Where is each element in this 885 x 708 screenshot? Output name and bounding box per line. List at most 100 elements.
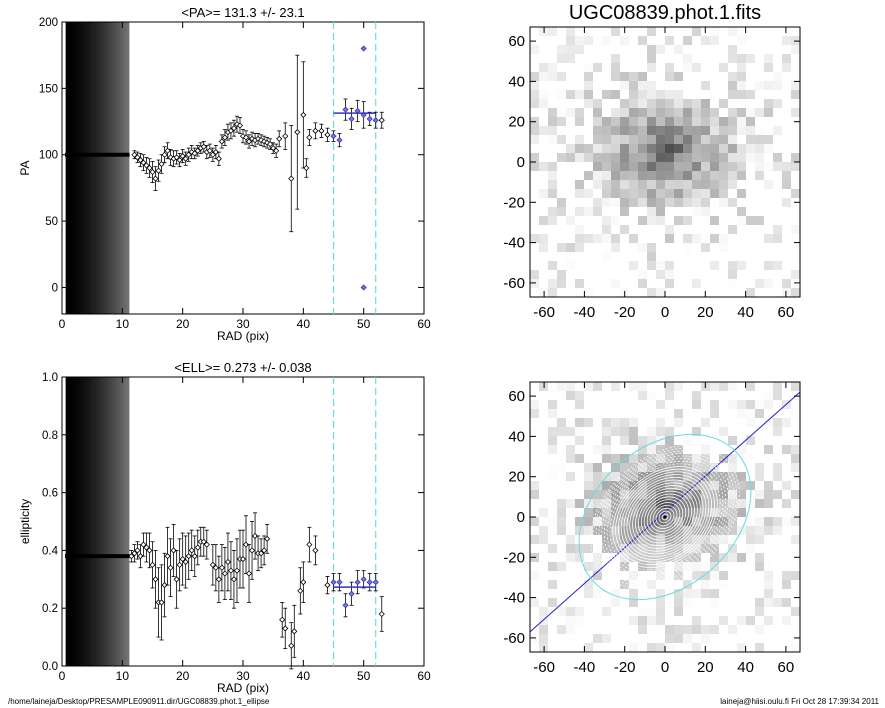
galaxy-ellipse-fit-panel: -60 -60 -40 -40 -20 -20 0 0 20 20 40 40 60 60 bbox=[503, 381, 801, 676]
img2-isophote-ellipse bbox=[609, 463, 721, 571]
ell-x-tick-label: 40 bbox=[297, 669, 311, 683]
img1-y-tick-label: 0 bbox=[517, 154, 525, 171]
img1-y-tick-label: 20 bbox=[508, 114, 525, 131]
img2-x-tick-label: 40 bbox=[737, 659, 754, 676]
img2-x-tick-label: -40 bbox=[574, 659, 596, 676]
pa-data-point bbox=[149, 168, 156, 176]
img2-isophote-ellipse bbox=[661, 513, 669, 521]
pa-data-point bbox=[288, 175, 295, 182]
img1-y-tick-label: -20 bbox=[503, 194, 525, 211]
pa-data-point bbox=[300, 111, 307, 118]
ell-y-tick-label: 0.8 bbox=[42, 430, 58, 442]
img1-x-tick-label: 0 bbox=[661, 304, 669, 321]
pa-data-point bbox=[236, 122, 244, 129]
footer-user-timestamp: laineja@hiisi.oulu.fi Fri Oct 28 17:39:3… bbox=[720, 697, 879, 706]
pa-data-point bbox=[161, 151, 168, 158]
ell-data-point bbox=[342, 602, 349, 609]
ell-data-point bbox=[161, 582, 168, 589]
ell-data-point bbox=[131, 550, 138, 557]
pa-x-tick-label: 30 bbox=[236, 317, 250, 331]
pa-data-point bbox=[212, 149, 219, 156]
pa-data-point bbox=[206, 147, 213, 154]
img2-isophote-ellipse bbox=[632, 485, 698, 549]
pa-data-point bbox=[191, 150, 198, 157]
ell-y-tick-label: 0.6 bbox=[42, 488, 58, 500]
pa-data-point bbox=[134, 154, 141, 161]
ell-data-point bbox=[230, 576, 238, 583]
ell-data-point bbox=[245, 570, 253, 577]
ell-data-point bbox=[185, 553, 192, 560]
ell-y-axis-label: ellipticity bbox=[18, 499, 32, 544]
img2-major-axis-line bbox=[529, 391, 801, 633]
ell-data-point bbox=[158, 599, 165, 606]
pa-y-tick-label: 200 bbox=[39, 17, 58, 29]
ell-data-point bbox=[224, 558, 231, 566]
ell-data-point bbox=[140, 541, 147, 548]
img2-x-tick-label: 0 bbox=[661, 659, 669, 676]
img2-y-tick-label: 60 bbox=[508, 388, 525, 405]
ell-data-point bbox=[212, 564, 219, 571]
img2-center-marker bbox=[663, 515, 667, 519]
pa-x-tick-label: 50 bbox=[357, 317, 371, 331]
pa-x-tick-label: 0 bbox=[59, 317, 66, 331]
ell-y-tick-label: 1.0 bbox=[42, 372, 58, 384]
ell-data-point bbox=[170, 547, 177, 554]
pa-data-point bbox=[306, 134, 313, 141]
ell-data-point bbox=[324, 582, 331, 589]
ell-data-point bbox=[279, 616, 286, 623]
pa-data-point bbox=[318, 127, 325, 134]
pa-profile-chart: 0 10 20 30 40 50 60 0 50 100 150 200 <PA>= 131.3 +/-… bbox=[18, 5, 431, 343]
pa-data-point bbox=[312, 127, 319, 134]
pa-data-point bbox=[179, 152, 186, 160]
pa-data-point bbox=[360, 45, 367, 52]
ell-data-point bbox=[134, 547, 141, 554]
img2-isophote-ellipse bbox=[592, 447, 738, 587]
img2-isophote-ellipse bbox=[603, 458, 727, 576]
pa-y-axis-label: PA bbox=[18, 160, 32, 175]
ell-x-axis-label: RAD (pix) bbox=[217, 681, 269, 695]
img1-x-tick-label: -40 bbox=[574, 304, 596, 321]
pa-chart-title: <PA>= 131.3 +/- 23.1 bbox=[181, 5, 304, 20]
pa-y-tick-label: 0 bbox=[52, 282, 58, 294]
ell-data-point bbox=[288, 642, 295, 649]
pa-data-point bbox=[276, 135, 283, 142]
img2-outer-ellipse bbox=[578, 433, 752, 601]
img1-y-tick-label: -60 bbox=[503, 275, 525, 292]
img2-y-tick-label: -20 bbox=[503, 549, 525, 566]
img2-isophote-ellipse bbox=[646, 499, 684, 535]
ell-data-point bbox=[200, 538, 207, 545]
ell-data-point bbox=[261, 547, 268, 554]
ell-data-point bbox=[330, 579, 337, 586]
pa-data-point bbox=[242, 134, 250, 141]
pa-data-point bbox=[152, 175, 159, 182]
ell-data-point bbox=[179, 556, 186, 563]
ell-data-point bbox=[176, 561, 183, 568]
img2-isophote-ellipse bbox=[638, 490, 692, 544]
pa-data-point bbox=[294, 129, 301, 136]
ell-y-tick-label: 0.2 bbox=[42, 603, 58, 615]
ell-data-point bbox=[152, 576, 159, 583]
pa-data-point bbox=[158, 160, 165, 168]
ell-data-point bbox=[167, 564, 174, 571]
ell-data-point bbox=[203, 541, 210, 548]
img2-isophote-ellipse bbox=[595, 450, 735, 584]
pa-data-point bbox=[270, 145, 277, 152]
ell-x-tick-label: 20 bbox=[176, 669, 190, 683]
ell-data-point bbox=[209, 561, 216, 568]
pa-x-axis-label: RAD (pix) bbox=[217, 329, 269, 343]
ell-data-point bbox=[164, 553, 171, 560]
img2-isophote-ellipse bbox=[643, 496, 687, 538]
ell-data-point bbox=[336, 579, 343, 586]
pa-data-point bbox=[273, 147, 280, 154]
ell-data-point bbox=[182, 558, 189, 566]
ell-data-point bbox=[264, 535, 271, 542]
ell-data-point bbox=[360, 576, 367, 583]
pa-inner-band bbox=[65, 22, 130, 314]
ell-data-point bbox=[258, 550, 265, 557]
img2-y-tick-label: 20 bbox=[508, 469, 525, 486]
ell-data-point bbox=[248, 547, 256, 554]
img2-y-tick-label: 40 bbox=[508, 428, 525, 445]
pa-x-tick-label: 60 bbox=[417, 317, 431, 331]
img2-isophote-ellipse bbox=[655, 507, 675, 527]
ell-chart-title: <ELL>= 0.273 +/- 0.038 bbox=[174, 360, 311, 375]
